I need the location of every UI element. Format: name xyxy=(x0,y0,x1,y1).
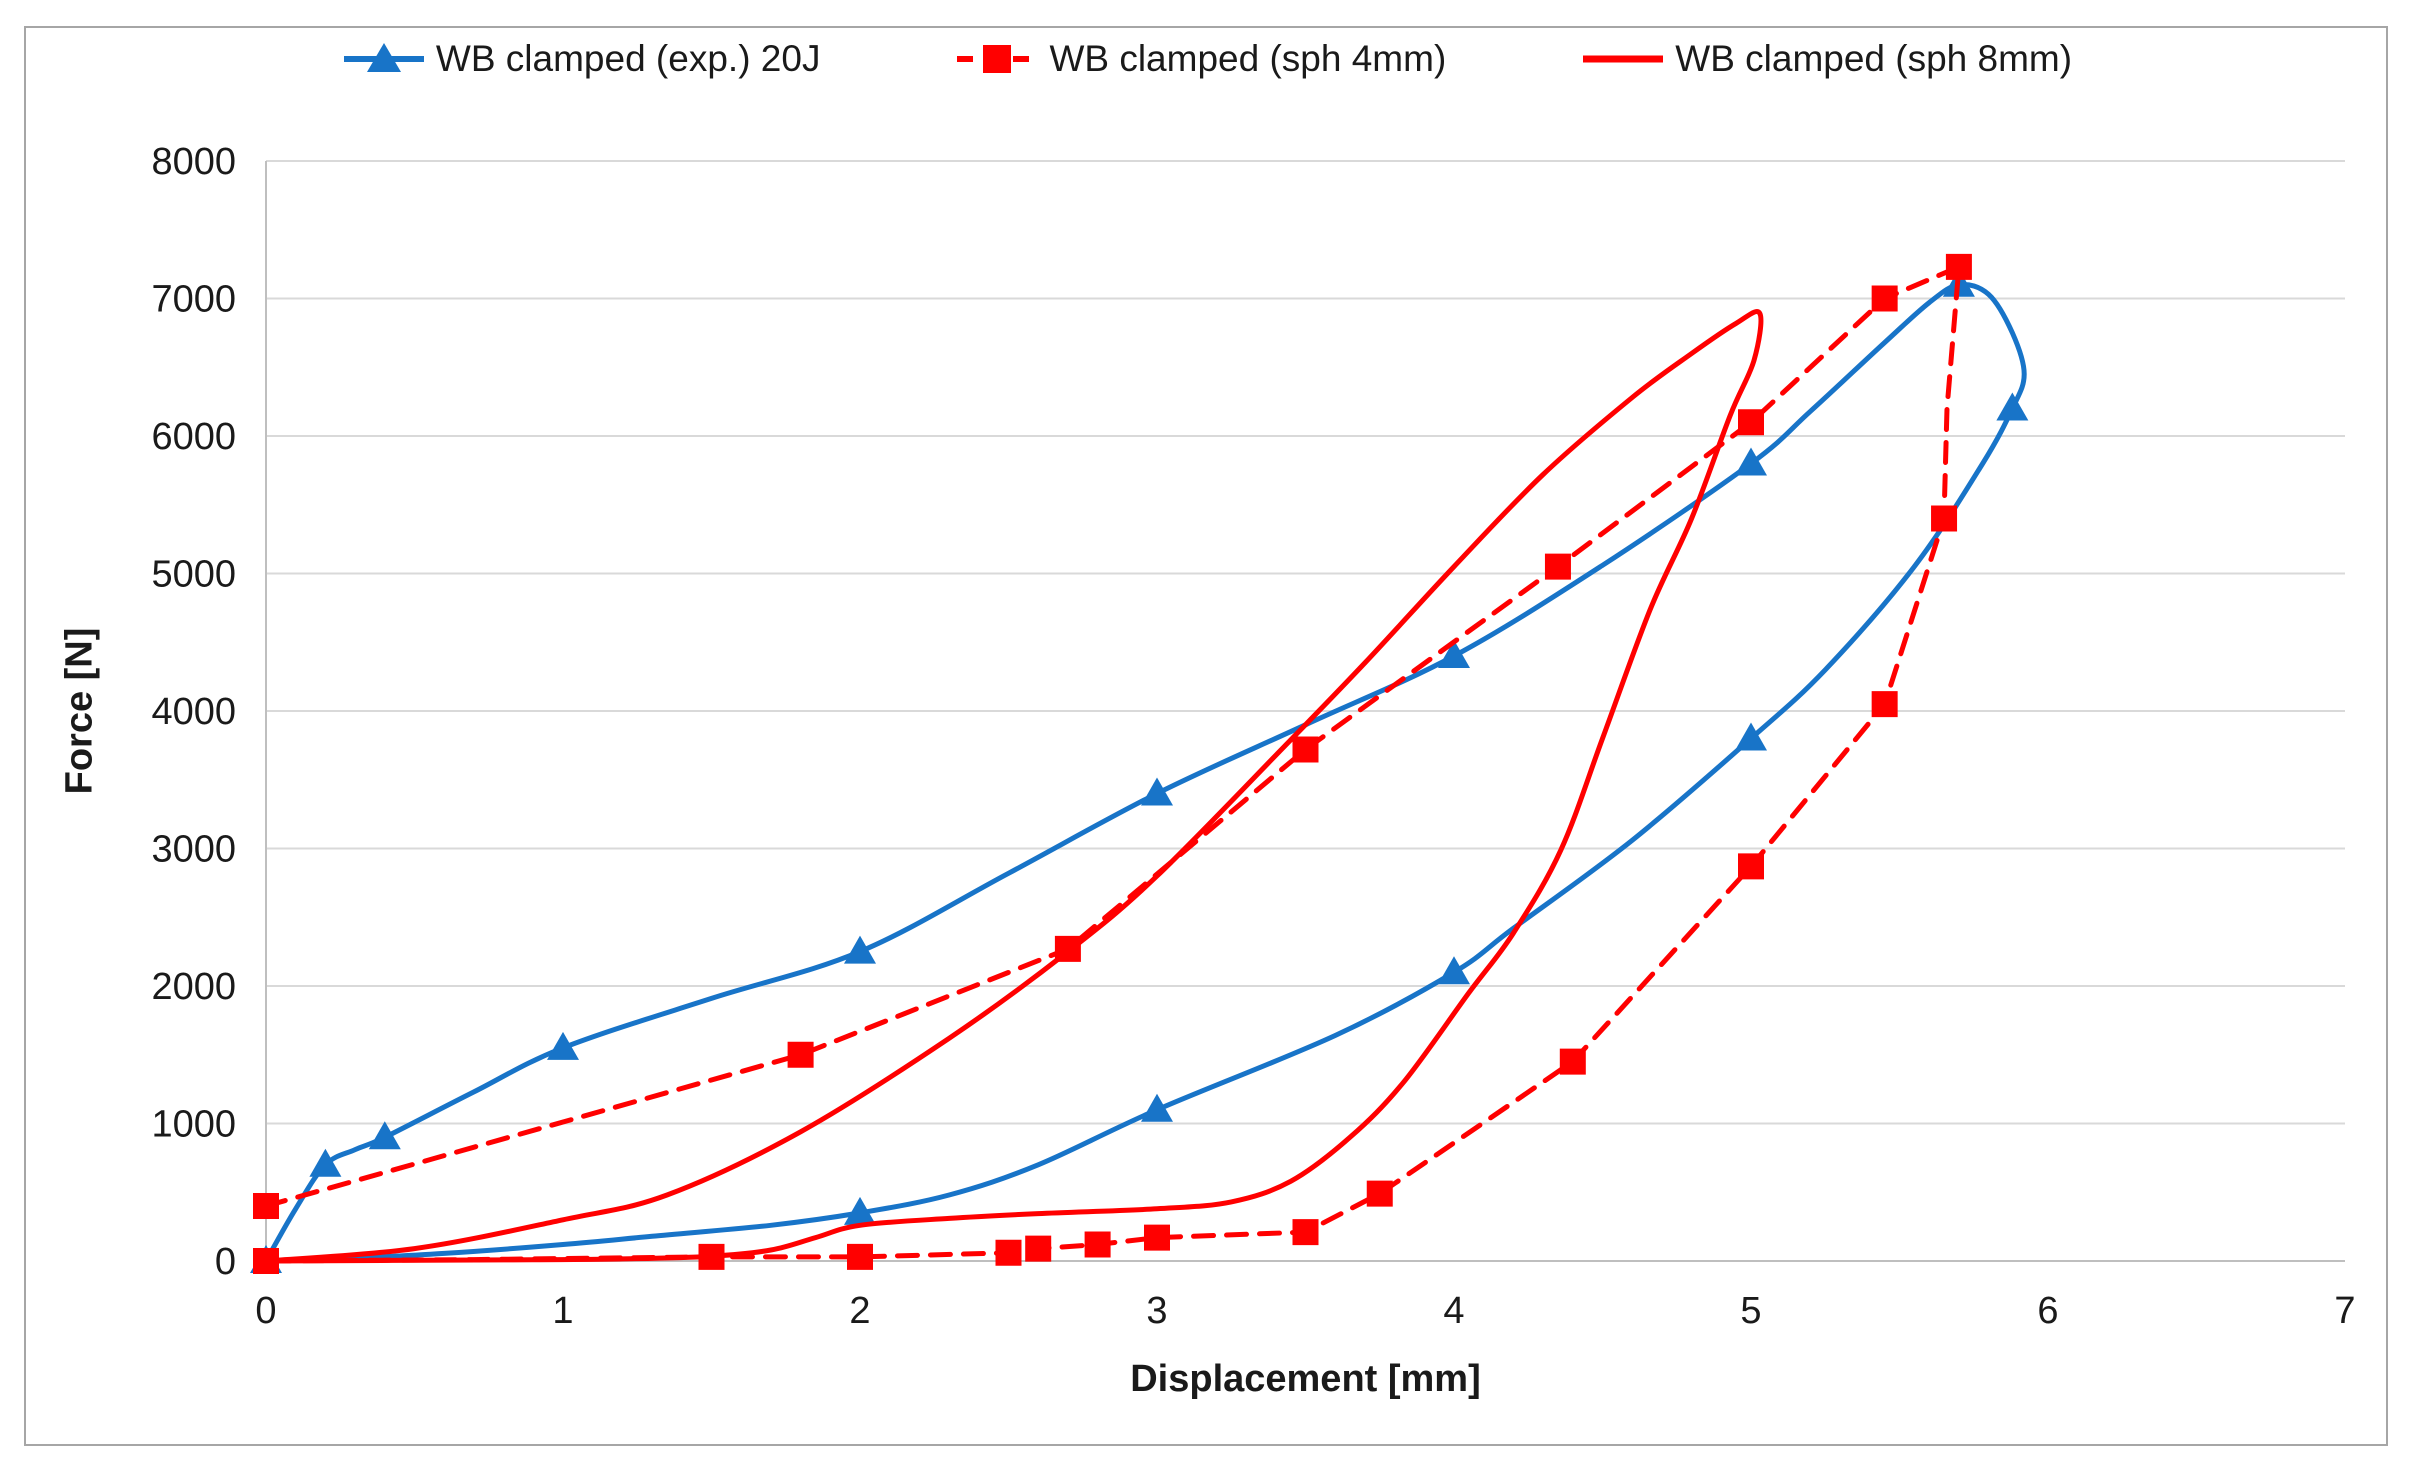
marker-triangle-0 xyxy=(1438,956,1470,985)
legend-item-sph4: WB clamped (sph 4mm) xyxy=(955,38,1446,80)
y-tick-label: 2000 xyxy=(151,966,236,1008)
x-tick-label: 7 xyxy=(2334,1290,2355,1332)
y-tick-label: 5000 xyxy=(151,554,236,596)
x-tick-label: 6 xyxy=(2037,1290,2058,1332)
marker-square-1 xyxy=(995,1239,1022,1266)
y-tick-label: 3000 xyxy=(151,829,236,871)
legend-label-sph8: WB clamped (sph 8mm) xyxy=(1675,38,2073,79)
marker-triangle-0 xyxy=(1438,640,1470,668)
legend-item-sph8: WB clamped (sph 8mm) xyxy=(1581,38,2072,80)
marker-square-1 xyxy=(1871,285,1898,312)
marker-triangle-0 xyxy=(368,1121,401,1150)
y-tick-label: 7000 xyxy=(151,279,236,321)
marker-triangle-0 xyxy=(844,935,876,964)
figure-border xyxy=(24,26,2388,1446)
y-axis-title: Force [N] xyxy=(58,627,101,795)
marker-square-1 xyxy=(1292,736,1319,763)
marker-square-1 xyxy=(253,1193,279,1219)
y-tick-label: 6000 xyxy=(151,416,236,458)
marker-triangle-0 xyxy=(1141,777,1173,806)
legend-swatch-exp-triangle-line-icon xyxy=(343,43,424,72)
legend-swatch-sph8-line-icon xyxy=(1583,55,1664,63)
marker-square-1 xyxy=(1931,505,1958,532)
series-path-2 xyxy=(263,309,1764,1264)
marker-square-1 xyxy=(1292,1219,1319,1246)
marker-triangle-0 xyxy=(1996,392,2029,421)
series-path-0 xyxy=(263,281,2027,1264)
marker-square-1 xyxy=(787,1041,814,1068)
x-tick-label: 2 xyxy=(849,1290,870,1332)
series-path-1 xyxy=(263,264,1962,1264)
marker-square-1 xyxy=(1945,253,1972,280)
marker-square-1 xyxy=(1544,553,1571,580)
legend-item-exp: WB clamped (exp.) 20J xyxy=(342,38,821,80)
x-tick-label: 0 xyxy=(255,1290,276,1332)
x-tick-label: 5 xyxy=(1740,1290,1761,1332)
marker-triangle-0 xyxy=(547,1031,579,1060)
marker-triangle-0 xyxy=(1735,722,1767,751)
marker-square-1 xyxy=(847,1243,873,1270)
marker-triangle-0 xyxy=(1141,1093,1173,1122)
marker-triangle-0 xyxy=(309,1148,342,1177)
marker-triangle-0 xyxy=(1735,447,1767,476)
marker-square-1 xyxy=(1738,409,1764,436)
marker-square-1 xyxy=(1144,1224,1170,1251)
y-tick-label: 4000 xyxy=(151,691,236,733)
x-tick-label: 3 xyxy=(1146,1290,1167,1332)
legend-swatch-sph4-dash-square-icon xyxy=(957,45,1038,73)
marker-square-1 xyxy=(1871,691,1898,718)
legend-label-exp: WB clamped (exp.) 20J xyxy=(435,38,821,79)
y-tick-label: 8000 xyxy=(151,141,236,183)
marker-square-1 xyxy=(1084,1231,1111,1258)
y-tick-label: 0 xyxy=(215,1241,236,1283)
y-tick-label: 1000 xyxy=(151,1104,236,1146)
marker-square-1 xyxy=(1025,1235,1052,1262)
legend: WB clamped (exp.) 20J WB clamped (sph 4m… xyxy=(0,38,2414,80)
x-tick-label: 4 xyxy=(1443,1290,1464,1332)
legend-label-sph4: WB clamped (sph 4mm) xyxy=(1049,38,1447,79)
x-axis-title: Displacement [mm] xyxy=(1130,1358,1481,1400)
x-tick-label: 1 xyxy=(552,1290,573,1332)
marker-square-1 xyxy=(1366,1180,1393,1207)
marker-square-1 xyxy=(1738,853,1764,880)
marker-square-1 xyxy=(1559,1048,1586,1075)
marker-triangle-0 xyxy=(844,1196,876,1225)
